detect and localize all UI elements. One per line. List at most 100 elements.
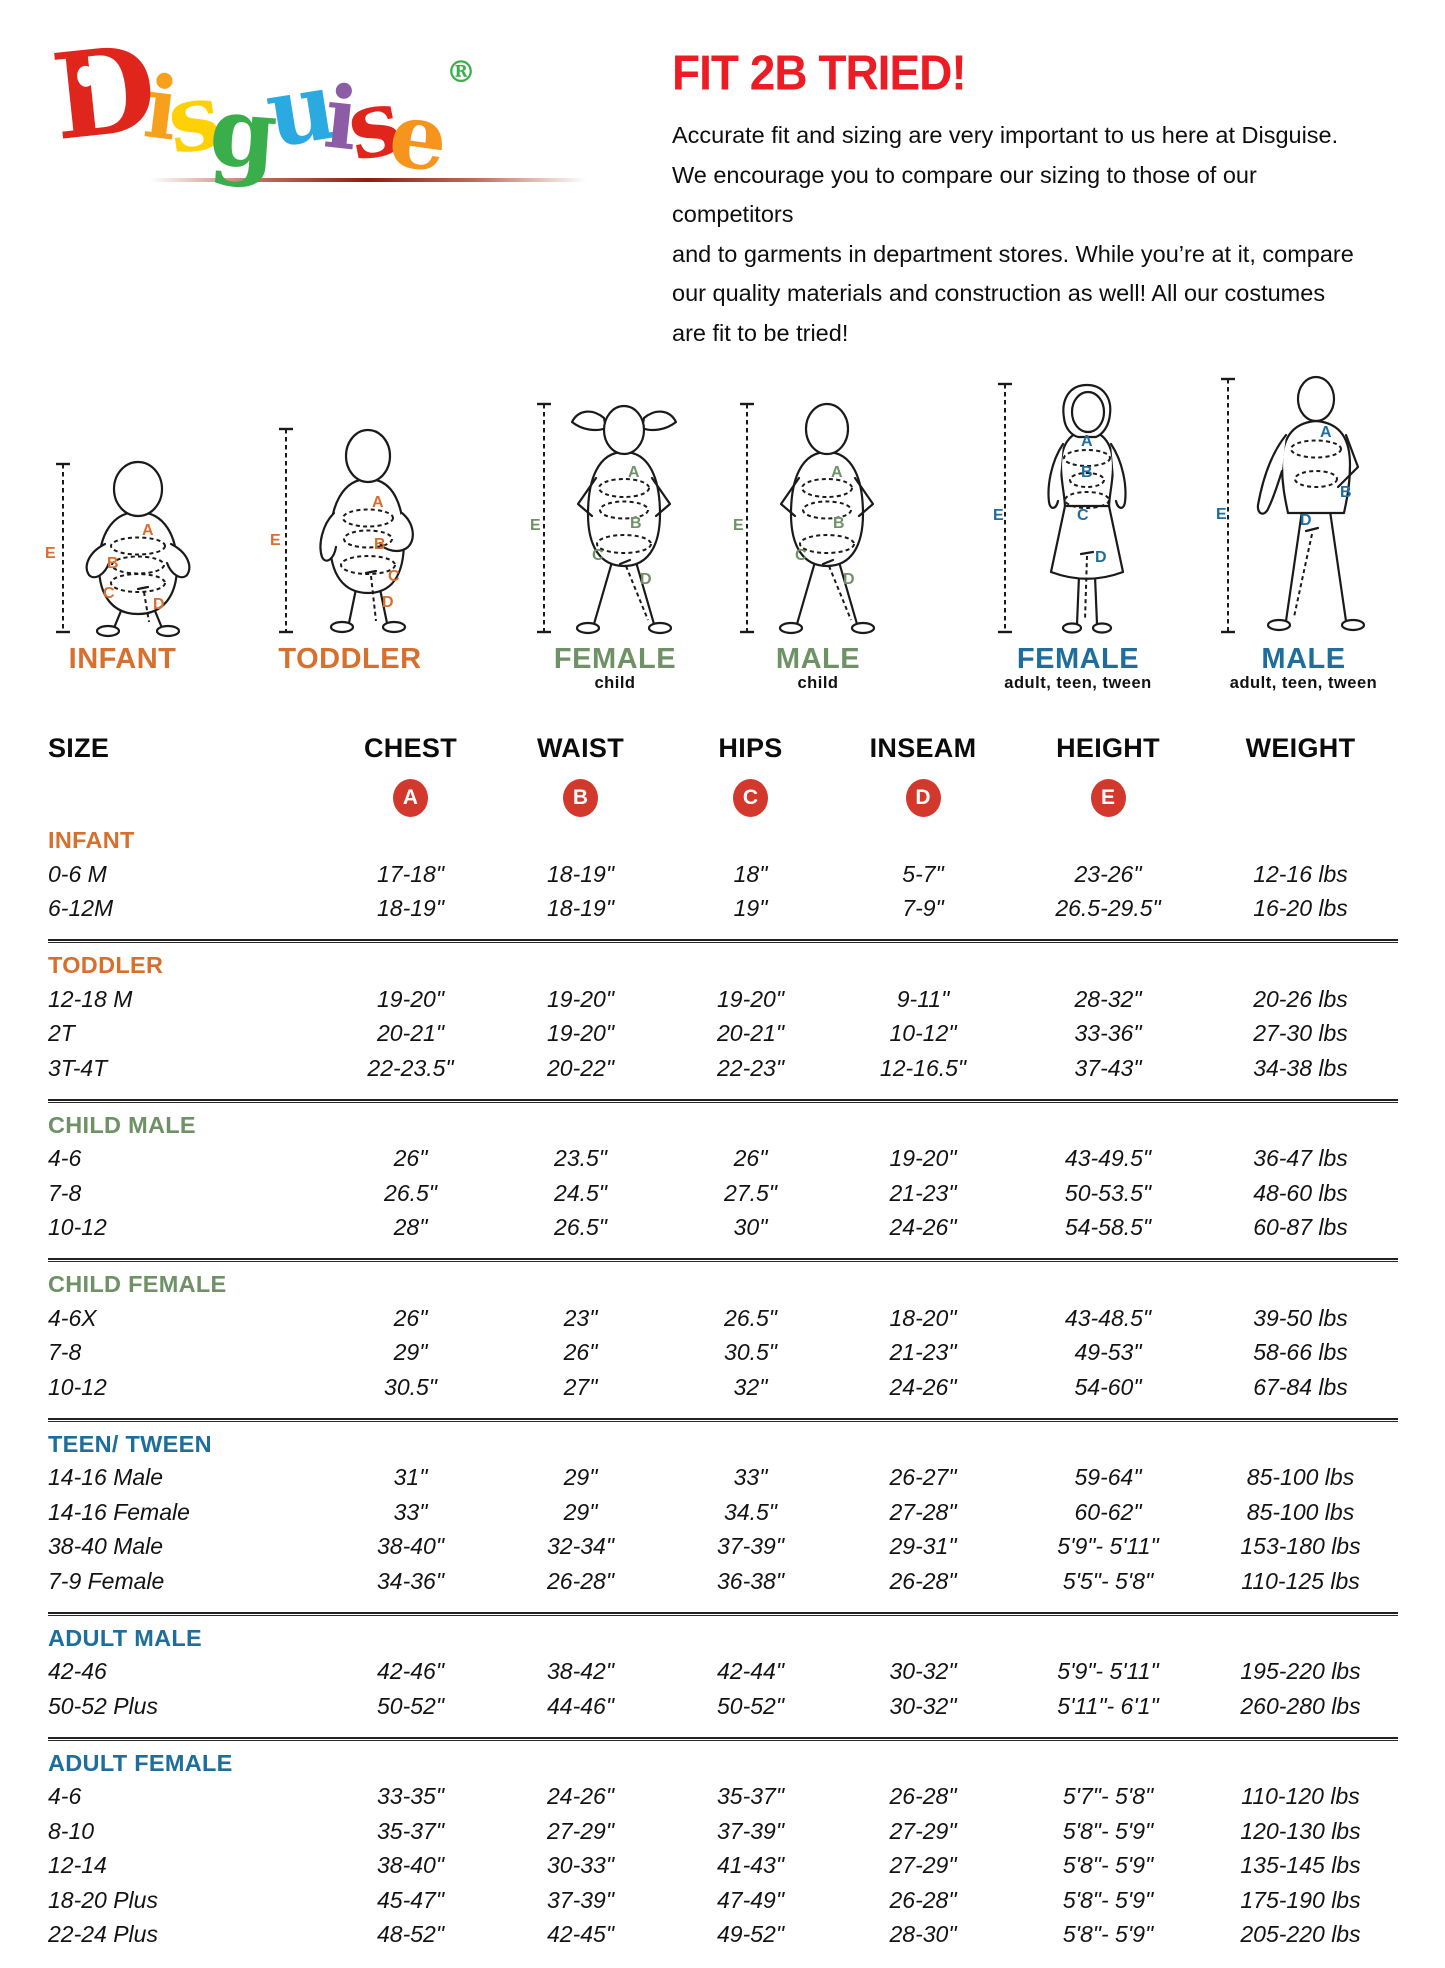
value-cell: 27.5": [724, 1179, 777, 1206]
size-cell: 0-6 M: [48, 860, 107, 887]
figure-label: TODDLER: [278, 643, 422, 675]
table-row: 18-20 Plus 45-47" 37-39" 47-49" 26-28" 5'8"- …: [48, 1883, 1398, 1918]
table-row: 4-6 33-35" 24-26" 35-37" 26-28" 5'7"- 5'8" 110…: [48, 1780, 1398, 1815]
value-cell: 24-26": [547, 1783, 614, 1810]
badge-d-icon: D: [905, 779, 941, 817]
value-cell: 48-52": [377, 1921, 444, 1948]
intro-paragraph-line: We encourage you to compare our sizing t…: [672, 161, 1257, 228]
figure-toddler: E A B C D TODDLER: [270, 423, 430, 694]
value-cell: 36-38": [717, 1567, 784, 1594]
intro-paragraph-line: are fit to be tried!: [672, 319, 849, 346]
table-row: 50-52 Plus 50-52" 44-46" 50-52" 30-32" 5'11"-…: [48, 1689, 1398, 1724]
table-row: 2T 20-21" 19-20" 20-21" 10-12" 33-36" 27-30 lb…: [48, 1017, 1398, 1052]
value-cell: 29": [563, 1498, 598, 1525]
value-cell: 175-190 lbs: [1240, 1886, 1361, 1913]
table-row: 22-24 Plus 48-52" 42-45" 49-52" 28-30" 5'8"- …: [48, 1918, 1398, 1953]
value-cell: 19-20": [377, 985, 444, 1012]
measure-letter-d: D: [640, 571, 652, 588]
value-cell: 37-39": [547, 1886, 614, 1913]
value-cell: 42-46": [377, 1658, 444, 1685]
value-cell: 33": [393, 1498, 428, 1525]
value-cell: 45-47": [377, 1886, 444, 1913]
measure-letter-a: A: [372, 494, 384, 511]
value-cell: 85-100 lbs: [1246, 1464, 1355, 1491]
measure-letter-a: A: [1081, 433, 1093, 450]
table-row: 8-10 35-37" 27-29" 37-39" 27-29" 5'8"- 5'9" 12…: [48, 1814, 1398, 1849]
measure-letter-a: A: [628, 464, 640, 481]
value-cell: 28": [393, 1214, 428, 1241]
size-cell: 12-14: [48, 1852, 107, 1879]
measure-letter-e: E: [993, 507, 1004, 524]
value-cell: 37-39": [717, 1533, 784, 1560]
figure-sublabel: adult, teen, tween: [1004, 674, 1152, 692]
value-cell: 5-7": [902, 860, 944, 887]
section-label: CHILD MALE: [48, 1111, 196, 1138]
size-cell: 18-20 Plus: [48, 1886, 158, 1913]
measure-letter-c: C: [103, 585, 115, 602]
measure-letter-b: B: [630, 515, 642, 532]
value-cell: 26-28": [547, 1567, 614, 1594]
size-cell: 10-12: [48, 1373, 107, 1400]
figure-male-child: E A B C D MALE child: [733, 398, 903, 694]
measure-letter-b: B: [833, 515, 845, 532]
value-cell: 12-16.5": [879, 1054, 967, 1081]
value-cell: 18": [733, 860, 768, 887]
measure-letter-a: A: [831, 464, 843, 481]
value-cell: 41-43": [717, 1852, 784, 1879]
infant-figure-illustration: E A B C D: [45, 460, 191, 638]
value-cell: 58-66 lbs: [1253, 1339, 1348, 1366]
logo-divider: [150, 178, 586, 182]
value-cell: 5'9"- 5'11": [1057, 1533, 1159, 1560]
value-cell: 26.5": [384, 1179, 437, 1206]
section-separator: [48, 1611, 1398, 1616]
column-header-size: SIZE: [48, 732, 110, 763]
column-header-inseam: INSEAM: [869, 732, 977, 763]
value-cell: 32-34": [547, 1533, 614, 1560]
section-label: TEEN/ TWEEN: [48, 1430, 212, 1457]
measure-letter-c: C: [388, 568, 400, 585]
value-cell: 5'9"- 5'11": [1057, 1658, 1159, 1685]
measure-letter-d: D: [382, 594, 394, 611]
female-adult-figure-illustration: E A B C D: [993, 382, 1127, 634]
registered-trademark-icon: ®: [446, 55, 476, 90]
value-cell: 67-84 lbs: [1253, 1373, 1348, 1400]
value-cell: 30.5": [724, 1339, 777, 1366]
measure-letter-c: C: [1077, 507, 1089, 524]
value-cell: 21-23": [889, 1339, 957, 1366]
value-cell: 19": [733, 895, 768, 922]
value-cell: 33-36": [1074, 1020, 1142, 1047]
intro-paragraph: Accurate fit and sizing are very importa…: [672, 116, 1372, 353]
value-cell: 44-46": [547, 1692, 614, 1719]
value-cell: 27-29": [547, 1817, 614, 1844]
table-row: 0-6 M 17-18" 18-19" 18" 5-7" 23-26" 12-16 lbs: [48, 857, 1398, 892]
size-cell: 14-16 Male: [48, 1464, 164, 1491]
value-cell: 26": [393, 1304, 428, 1331]
value-cell: 19-20": [547, 1020, 614, 1047]
value-cell: 49-52": [717, 1921, 784, 1948]
value-cell: 50-52": [377, 1692, 444, 1719]
value-cell: 35-37": [717, 1783, 784, 1810]
column-header-waist: WAIST: [537, 732, 624, 763]
column-header-weight: WEIGHT: [1245, 732, 1356, 763]
size-cell: 7-8: [48, 1179, 82, 1206]
measure-letter-d: D: [1300, 512, 1312, 529]
value-cell: 26-28": [889, 1783, 957, 1810]
value-cell: 110-120 lbs: [1241, 1783, 1360, 1810]
column-header-hips: HIPS: [718, 732, 783, 763]
value-cell: 35-37": [377, 1817, 444, 1844]
value-cell: 30": [733, 1214, 768, 1241]
value-cell: 34-36": [377, 1567, 444, 1594]
value-cell: 37-39": [717, 1817, 784, 1844]
value-cell: 26": [563, 1339, 598, 1366]
size-cell: 38-40 Male: [48, 1533, 164, 1560]
value-cell: 18-19": [377, 895, 444, 922]
value-cell: 59-64": [1074, 1464, 1142, 1491]
value-cell: 26": [733, 1145, 768, 1172]
size-cell: 10-12: [48, 1214, 107, 1241]
measure-letter-e: E: [530, 517, 541, 534]
figure-caption: TODDLER: [270, 638, 430, 694]
value-cell: 50-52": [717, 1692, 784, 1719]
value-cell: 19-20": [717, 985, 784, 1012]
value-cell: 49-53": [1074, 1339, 1142, 1366]
